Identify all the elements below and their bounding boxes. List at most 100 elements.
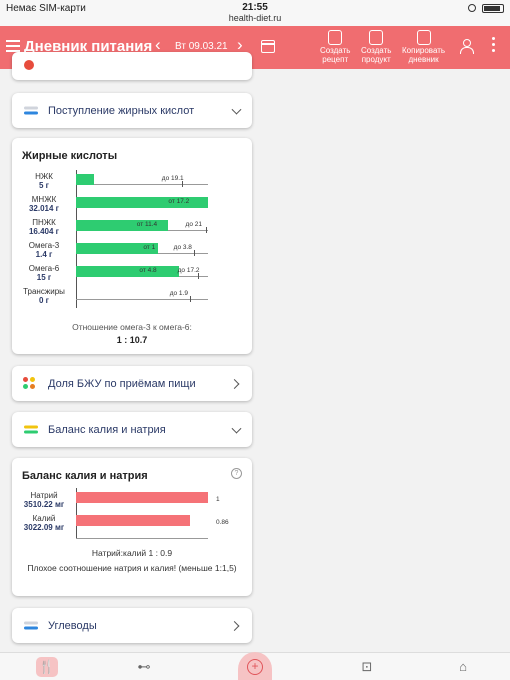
tab-home[interactable]: ⌂: [452, 657, 474, 677]
orientation-lock-icon: [468, 4, 476, 12]
chevron-down-icon: [231, 423, 242, 434]
range-tick: [197, 273, 199, 279]
mineral-value: 3510.22 мг: [23, 500, 65, 509]
copy-icon: [416, 30, 431, 45]
mineral-label: Калий 3022.09 мг: [14, 514, 74, 532]
page-title: Дневник питания: [24, 38, 153, 55]
clock: 21:55: [242, 2, 268, 13]
fatty-acid-bar: [76, 220, 169, 231]
fatty-acid-label: Омега-6 15 г: [14, 264, 74, 282]
fatty-acid-bar: [76, 266, 179, 277]
range-tick: [193, 250, 195, 256]
accordion-potassium-sodium[interactable]: Баланс калия и натрия: [12, 412, 252, 447]
carbs-icon: [24, 621, 38, 630]
fatty-acid-value: 16.404 г: [28, 227, 60, 236]
calendar-icon[interactable]: [261, 40, 275, 53]
panel-title: Баланс калия и натрия: [22, 470, 148, 482]
mineral-bar: [76, 515, 190, 526]
accordion-label: Углеводы: [48, 619, 97, 632]
fatty-acid-name: Трансжиры: [23, 287, 65, 296]
k-na-ratio-label: Натрий:калий 1 : 0.9: [91, 548, 173, 558]
fatty-acid-value: 5 г: [38, 181, 49, 190]
fatty-acid-value: 1.4 г: [35, 250, 53, 259]
bar-track: [76, 299, 208, 300]
accordion-label: Поступление жирных кислот: [48, 104, 195, 117]
fatty-acid-value: 15 г: [36, 273, 52, 282]
chart-axis: [76, 488, 77, 538]
fatty-acid-label: НЖК 5 г: [14, 172, 74, 190]
mineral-bar: [76, 492, 208, 503]
bju-dots-icon: [23, 376, 37, 391]
range-to-label: до 1.9: [169, 290, 188, 297]
copy-diary-button[interactable]: Копировать дневник: [402, 30, 445, 64]
range-to-label: до 17.2: [177, 267, 200, 274]
fatty-acids-panel: Жирные кислоты Отношение омега-3 к омега…: [12, 138, 252, 354]
accordion-bju-share[interactable]: Доля БЖУ по приёмам пищи: [12, 366, 252, 401]
fatty-acid-bar: [76, 174, 95, 185]
battery-icon: [482, 4, 504, 13]
add-entry-button[interactable]: +: [238, 652, 272, 680]
range-tick: [181, 181, 183, 187]
hamburger-menu-icon[interactable]: [6, 40, 20, 52]
tab-scales[interactable]: ⊡: [356, 657, 378, 677]
help-icon[interactable]: ?: [231, 468, 242, 479]
range-from-label: от 17.2: [168, 198, 190, 205]
recipe-icon: [328, 30, 343, 45]
mineral-name: Калий: [32, 514, 56, 523]
plus-icon: +: [247, 659, 263, 675]
fatty-acid-value: 32.014 г: [28, 204, 60, 213]
status-bar: Немає SIM-карти 21:55 health-diet.ru: [0, 0, 510, 26]
omega-ratio-value: 1 : 10.7: [116, 335, 148, 345]
fatty-acid-name: НЖК: [35, 172, 53, 181]
fatty-acid-name: Омега-6: [28, 264, 60, 273]
scales-icon: ⊡: [361, 659, 373, 674]
bar-track: [76, 538, 208, 539]
fatty-acid-name: Омега-3: [28, 241, 60, 250]
fatty-acid-label: Омега-3 1.4 г: [14, 241, 74, 259]
fatty-acid-bar: [76, 243, 158, 254]
mineral-value: 3022.09 мг: [23, 523, 65, 532]
fatty-acids-icon: [24, 106, 38, 115]
chevron-right-icon: [229, 620, 240, 631]
mineral-label: Натрий 3510.22 мг: [14, 491, 74, 509]
range-to-label: до 19.1: [161, 175, 184, 182]
accordion-label: Баланс калия и натрия: [48, 423, 166, 436]
next-day-button[interactable]: ›: [237, 35, 243, 54]
users-icon[interactable]: [460, 39, 478, 54]
range-to-label: до 3.8: [173, 244, 192, 251]
current-date[interactable]: Вт 09.03.21: [175, 41, 228, 52]
fatty-acid-value: 0 г: [38, 296, 49, 305]
range-to-label: до 21: [185, 221, 202, 228]
range-from-label: от 4.8: [139, 267, 157, 274]
accordion-label: Доля БЖУ по приёмам пищи: [48, 377, 196, 390]
url-label[interactable]: health-diet.ru: [228, 13, 282, 23]
range-from-label: от 11.4: [136, 221, 158, 228]
fatty-acid-label: Трансжиры 0 г: [14, 287, 74, 305]
fatty-acid-label: ПНЖК 16.404 г: [14, 218, 74, 236]
bar-track: [76, 184, 208, 185]
product-icon: [369, 30, 384, 45]
partial-card: [12, 52, 252, 80]
accordion-carbs[interactable]: Углеводы: [12, 608, 252, 643]
tab-workouts[interactable]: ⊷: [133, 657, 155, 677]
chevron-right-icon: [229, 378, 240, 389]
k-na-warning: Плохое соотношение натрия и калия! (мень…: [27, 563, 237, 573]
chart-axis: [76, 170, 77, 308]
fatty-acid-name: ПНЖК: [32, 218, 56, 227]
potassium-sodium-panel: Баланс калия и натрия ? Натрий:калий 1 :…: [12, 458, 252, 596]
more-menu-icon[interactable]: [492, 37, 496, 55]
accordion-fatty-acids-intake[interactable]: Поступление жирных кислот: [12, 93, 252, 128]
mineral-name: Натрий: [30, 491, 58, 500]
balance-icon: [24, 425, 38, 434]
panel-title: Жирные кислоты: [22, 150, 118, 162]
tab-diary[interactable]: 🍴: [36, 657, 58, 677]
create-product-button[interactable]: Создать продукт: [361, 30, 391, 64]
ratio-label: 1: [216, 496, 220, 503]
chevron-down-icon: [231, 104, 242, 115]
fatty-acid-name: МНЖК: [31, 195, 57, 204]
prev-day-button[interactable]: ‹: [155, 35, 161, 54]
range-tick: [205, 227, 207, 233]
fatty-acid-bar: [76, 197, 208, 208]
ratio-label: 0.86: [216, 519, 229, 526]
create-recipe-button[interactable]: Создать рецепт: [320, 30, 350, 64]
